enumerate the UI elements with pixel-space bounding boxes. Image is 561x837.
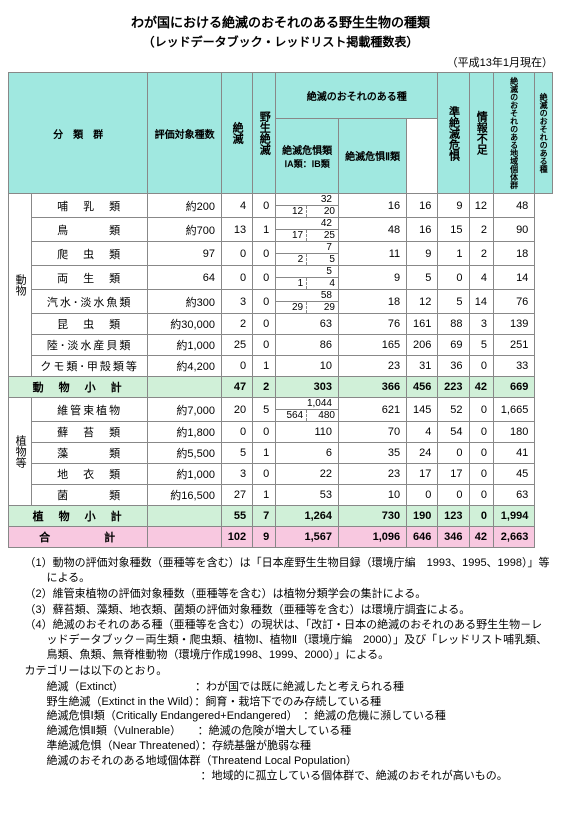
footnotes: （1）動物の評価対象種数（亜種等を含む）は「日本産野生生物目録（環境庁編 199… [8,556,553,784]
table-row: 動物哺 乳 類約20040321220161691248 [9,194,553,218]
page-title: わが国における絶滅のおそれのある野生生物の種類 [8,12,553,31]
table-row: 陸･淡水産貝類約1,00025086165206695251 [9,335,553,356]
hdr-group: 分 類 群 [9,73,148,194]
hdr-ex: 絶滅 [221,73,252,194]
hdr-threat: 絶滅のおそれのある種 [276,73,438,119]
table-row: 爬 虫 類97007251191218 [9,242,553,266]
table-row: 地 衣 類約1,0003022231717045 [9,464,553,485]
subtotal-row: 植 物 小 計5571,26473019012301,994 [9,506,553,527]
page-subtitle: （レッドデータブック・レッドリスト掲載種数表） [8,33,553,50]
species-table: 分 類 群 評価対象種数 絶滅 野生絶滅 絶滅のおそれのある種 準絶滅危惧 情報… [8,72,553,548]
table-row: 汽水･淡水魚類約30030582929181251476 [9,290,553,314]
subtotal-row: 動 物 小 計47230336645622342669 [9,377,553,398]
table-row: 昆 虫 類約30,000206376161883139 [9,314,553,335]
hdr-eval: 評価対象種数 [148,73,222,194]
table-row: 蘚 苔 類約1,80000110704540180 [9,422,553,443]
table-row: クモ類･甲殻類等約4,2000110233136033 [9,356,553,377]
hdr-ew: 野生絶滅 [253,73,276,194]
table-row: 藻 類約5,50051635240041 [9,443,553,464]
hdr-dd: 情報不足 [469,73,493,194]
hdr-nt: 準絶滅危惧 [438,73,469,194]
total-row: 合 計10291,5671,096646346422,663 [9,527,553,548]
as-of-date: （平成13年1月現在） [8,54,553,70]
hdr-lp: 絶滅のおそれのある地域個体群 [494,73,535,194]
hdr-tot: 絶滅のおそれのある種 [535,73,553,194]
hdr-cr-en: 絶滅危惧類ⅠA類：ⅠB類 [276,118,339,193]
table-row: 菌 類約16,500271531000063 [9,485,553,506]
table-row: 植物等維管束植物約7,0002051,0445644806211455201,6… [9,398,553,422]
hdr-vu: 絶滅危惧Ⅱ類 [338,118,406,193]
table-row: 鳥 類約700131421725481615290 [9,218,553,242]
table-row: 両 生 類6400514950414 [9,266,553,290]
